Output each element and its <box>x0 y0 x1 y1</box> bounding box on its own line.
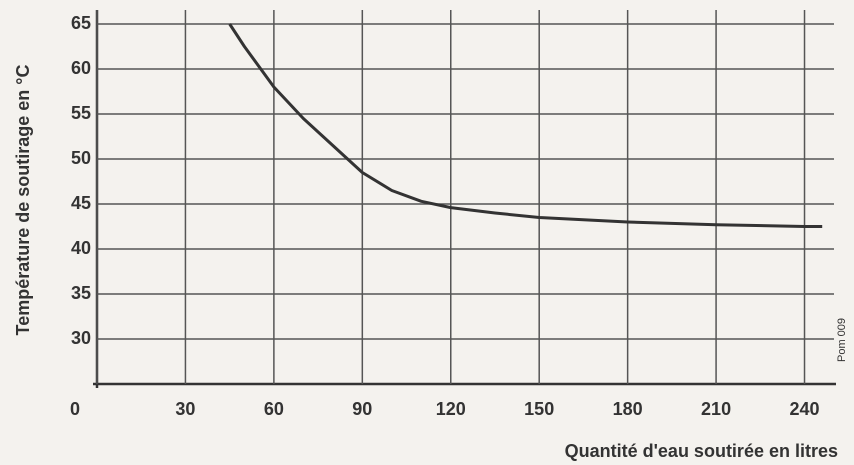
x-tick-label: 180 <box>613 399 643 419</box>
y-tick-label: 50 <box>71 148 91 168</box>
x-axis-label: Quantité d'eau soutirée en litres <box>565 441 838 461</box>
y-tick-label: 40 <box>71 238 91 258</box>
x-tick-label: 60 <box>264 399 284 419</box>
x-tick-label: 0 <box>70 399 80 419</box>
y-tick-label: 30 <box>71 328 91 348</box>
data-line <box>228 23 823 228</box>
y-axis-label: Température de soutirage en °C <box>13 65 33 336</box>
x-tick-label: 150 <box>524 399 554 419</box>
x-tick-label: 240 <box>789 399 819 419</box>
y-tick-label: 65 <box>71 13 91 33</box>
x-tick-label: 90 <box>352 399 372 419</box>
y-tick-label: 55 <box>71 103 91 123</box>
y-tick-label: 60 <box>71 58 91 78</box>
annotation: Pom 009 <box>836 318 848 362</box>
x-tick-label: 120 <box>436 399 466 419</box>
x-tick-label: 30 <box>175 399 195 419</box>
y-tick-label: 35 <box>71 283 91 303</box>
y-tick-label: 45 <box>71 193 91 213</box>
x-tick-label: 210 <box>701 399 731 419</box>
